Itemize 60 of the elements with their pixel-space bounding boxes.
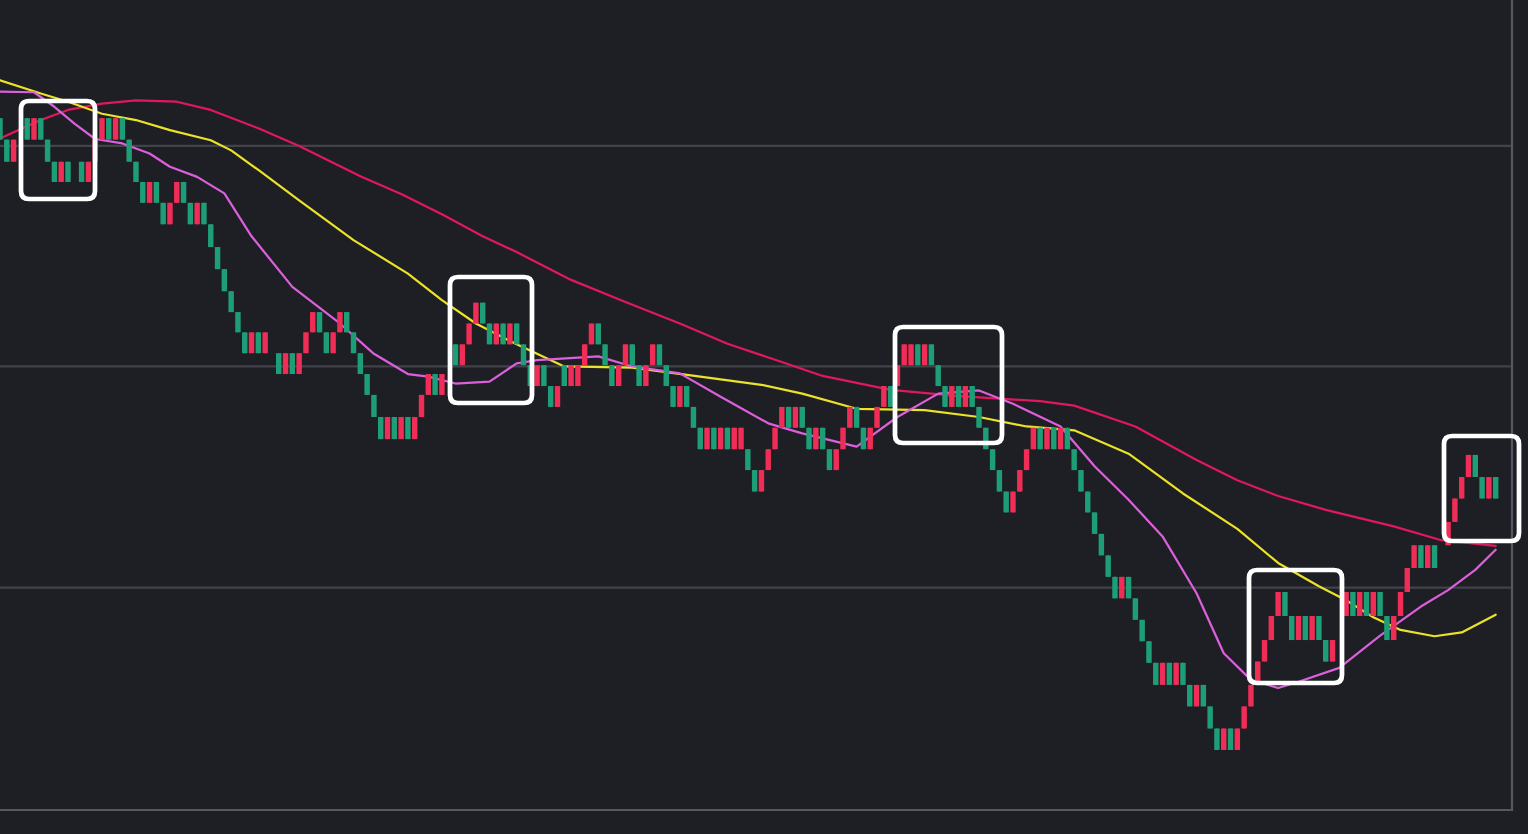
- candlestick: [1370, 592, 1377, 617]
- candlestick: [432, 373, 438, 396]
- candlestick: [887, 385, 894, 408]
- candlestick: [1282, 592, 1288, 617]
- candlestick: [670, 385, 676, 408]
- candlestick: [1234, 727, 1241, 751]
- candlestick: [1492, 476, 1499, 500]
- candlestick: [955, 385, 962, 408]
- candlestick: [677, 385, 683, 408]
- candlestick: [1316, 616, 1322, 641]
- candlestick: [1289, 616, 1295, 641]
- candlestick: [1390, 615, 1397, 641]
- candlestick: [949, 385, 955, 408]
- candlestick: [119, 117, 126, 141]
- candlestick: [1295, 615, 1302, 641]
- candlestick: [1404, 568, 1411, 593]
- candlestick: [1214, 727, 1220, 751]
- candlestick: [1458, 476, 1465, 500]
- candlestick: [1486, 476, 1492, 500]
- candlestick: [962, 385, 969, 408]
- candlestick: [1363, 592, 1370, 617]
- candlestick: [751, 469, 758, 493]
- candlestick: [758, 469, 765, 493]
- candlestick: [1078, 469, 1084, 493]
- candlestick: [969, 385, 975, 408]
- candlestick: [547, 385, 554, 408]
- candlestick: [1261, 639, 1268, 663]
- candlestick: [1275, 592, 1281, 617]
- candlestick: [1132, 597, 1139, 621]
- candlestick: [1105, 554, 1111, 578]
- candlestick: [554, 385, 561, 408]
- candlestick: [683, 385, 690, 408]
- candlestick: [1309, 615, 1315, 641]
- candlestick: [1323, 639, 1329, 663]
- candlestick: [1146, 640, 1152, 664]
- candlestick: [1397, 592, 1404, 617]
- candlestick: [1384, 616, 1390, 641]
- candlestick: [1377, 592, 1383, 617]
- candlestick: [112, 117, 119, 141]
- candlestick: [24, 117, 30, 141]
- candlestick: [31, 117, 37, 141]
- candlestick: [364, 373, 370, 396]
- candlestick: [425, 373, 432, 396]
- candlestick: [99, 117, 105, 141]
- candlestick: [1350, 592, 1356, 617]
- candlestick: [942, 385, 948, 408]
- candlestick: [1017, 469, 1023, 493]
- candlestick: [106, 117, 112, 141]
- candlestick: [1329, 639, 1336, 663]
- candlestick: [996, 469, 1003, 493]
- candlestick: [1091, 511, 1098, 535]
- candlestick: [1479, 476, 1485, 500]
- candlestick: [1302, 616, 1309, 641]
- candlestick: [1356, 592, 1363, 617]
- candlestick: [1221, 727, 1227, 751]
- candlestick: [881, 385, 887, 408]
- candlestick: [38, 117, 44, 141]
- candlestick: [439, 373, 445, 396]
- candlestick: [1227, 727, 1234, 751]
- candlestick: [1268, 615, 1275, 641]
